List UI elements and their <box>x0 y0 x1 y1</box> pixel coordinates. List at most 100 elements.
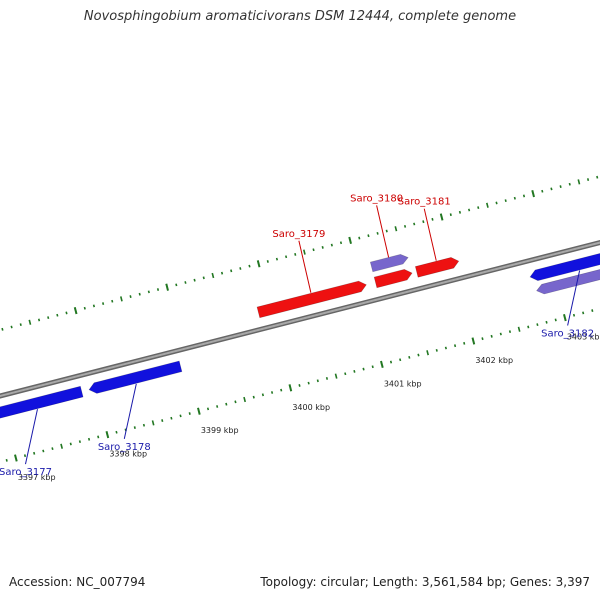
inner-tick <box>399 358 402 362</box>
outer-tick <box>550 187 553 191</box>
inner-tick <box>105 430 110 439</box>
outer-tick <box>256 260 261 268</box>
outer-tick <box>596 175 599 179</box>
gene-saro-3179-forward <box>256 280 367 319</box>
outer-tick <box>248 264 251 268</box>
leader-line <box>24 409 38 465</box>
outer-tick <box>193 278 196 282</box>
inner-tick <box>151 420 155 426</box>
inner-tick <box>270 391 274 394</box>
inner-tick <box>481 337 484 341</box>
outer-tick <box>385 229 388 233</box>
inner-tick <box>353 370 356 373</box>
inner-tick <box>499 332 502 336</box>
inner-tick <box>197 407 201 415</box>
backbone-line-inner <box>0 241 600 398</box>
inner-tick <box>408 355 411 359</box>
outer-tick <box>358 236 361 240</box>
outer-tick <box>294 253 297 256</box>
outer-tick <box>138 292 141 296</box>
inner-tick <box>417 353 420 357</box>
outer-tick <box>513 196 516 200</box>
outer-tick <box>495 201 498 205</box>
tick-label: 3400 kbp <box>292 403 330 412</box>
gene-label-saro-3178: Saro_3178 <box>98 442 151 453</box>
outer-tick <box>394 226 398 232</box>
outer-tick <box>321 246 324 249</box>
leader-line <box>423 208 437 261</box>
outer-tick <box>83 306 86 310</box>
inner-tick <box>545 320 548 324</box>
inner-tick <box>87 437 91 441</box>
outer-tick <box>47 316 50 320</box>
gene-features <box>0 253 600 419</box>
inner-tick <box>206 407 210 411</box>
outer-tick <box>367 234 370 238</box>
inner-tick <box>14 454 18 462</box>
outer-tick <box>92 304 96 308</box>
inner-tick <box>33 451 36 455</box>
outer-tick <box>348 236 352 245</box>
labels: 3397 kbp 3398 kbp 3399 kbp 3400 kbp 3401 kbp… <box>0 193 600 482</box>
outer-tick <box>449 213 452 217</box>
outer-tick <box>439 213 444 221</box>
inner-tick <box>23 454 27 458</box>
inner-tick <box>225 402 228 406</box>
outer-tick <box>522 194 526 198</box>
outer-tick <box>73 306 78 315</box>
outer-tick <box>10 325 13 329</box>
outer-tick <box>458 210 462 214</box>
genome-backbone <box>0 239 600 399</box>
map-title: Novosphingobium aromaticivorans DSM 1244… <box>83 9 517 24</box>
outer-tick <box>541 189 544 193</box>
gene-saro-3180-operon <box>369 254 409 273</box>
outer-tick <box>577 179 581 185</box>
inner-tick <box>471 337 476 345</box>
inner-tick <box>334 373 338 379</box>
outer-tick <box>266 260 269 263</box>
gene-label-saro-3179: Saro_3179 <box>272 229 325 240</box>
inner-tick <box>216 405 219 408</box>
inner-tick <box>298 384 301 387</box>
inner-tick <box>554 318 557 322</box>
outer-tick <box>468 208 471 212</box>
inner-tick <box>371 365 374 369</box>
inner-tick <box>490 334 493 338</box>
leader-line <box>123 383 137 439</box>
inner-tick <box>444 346 447 350</box>
outer-tick <box>202 276 205 280</box>
inner-tick <box>563 313 567 322</box>
inner-tick <box>517 326 521 332</box>
inner-tick <box>527 325 530 329</box>
inner-tick <box>316 379 319 383</box>
inner-tick <box>243 396 247 403</box>
inner-tick <box>325 377 329 380</box>
inner-tick <box>5 458 8 462</box>
tick-label: 3403 kbp <box>567 333 600 342</box>
outer-tick <box>531 189 535 198</box>
gene-feature-4-forward <box>373 269 413 289</box>
inner-tick <box>188 412 191 415</box>
inner-tick <box>344 372 347 376</box>
gene-saro-3182-reverse <box>529 253 600 281</box>
inner-tick <box>453 344 457 348</box>
inner-tick <box>261 393 264 397</box>
leader-line <box>567 270 581 326</box>
inner-tick <box>572 313 576 317</box>
accession-text: Accession: NC_007794 <box>9 575 146 589</box>
outer-tick <box>376 231 379 235</box>
gene-saro-3178-reverse <box>88 360 183 394</box>
outer-tick <box>37 318 41 322</box>
leader-line <box>298 240 312 293</box>
inner-tick <box>51 447 54 451</box>
tick-marks <box>1 175 599 462</box>
outer-tick <box>568 182 571 186</box>
inner-tick <box>170 416 173 420</box>
outer-tick <box>129 295 132 298</box>
outer-tick <box>422 220 425 224</box>
inner-tick <box>69 442 72 446</box>
outer-tick <box>312 248 315 252</box>
inner-tick <box>307 381 310 385</box>
genome-summary-text: Topology: circular; Length: 3,561,584 bp… <box>260 575 590 589</box>
